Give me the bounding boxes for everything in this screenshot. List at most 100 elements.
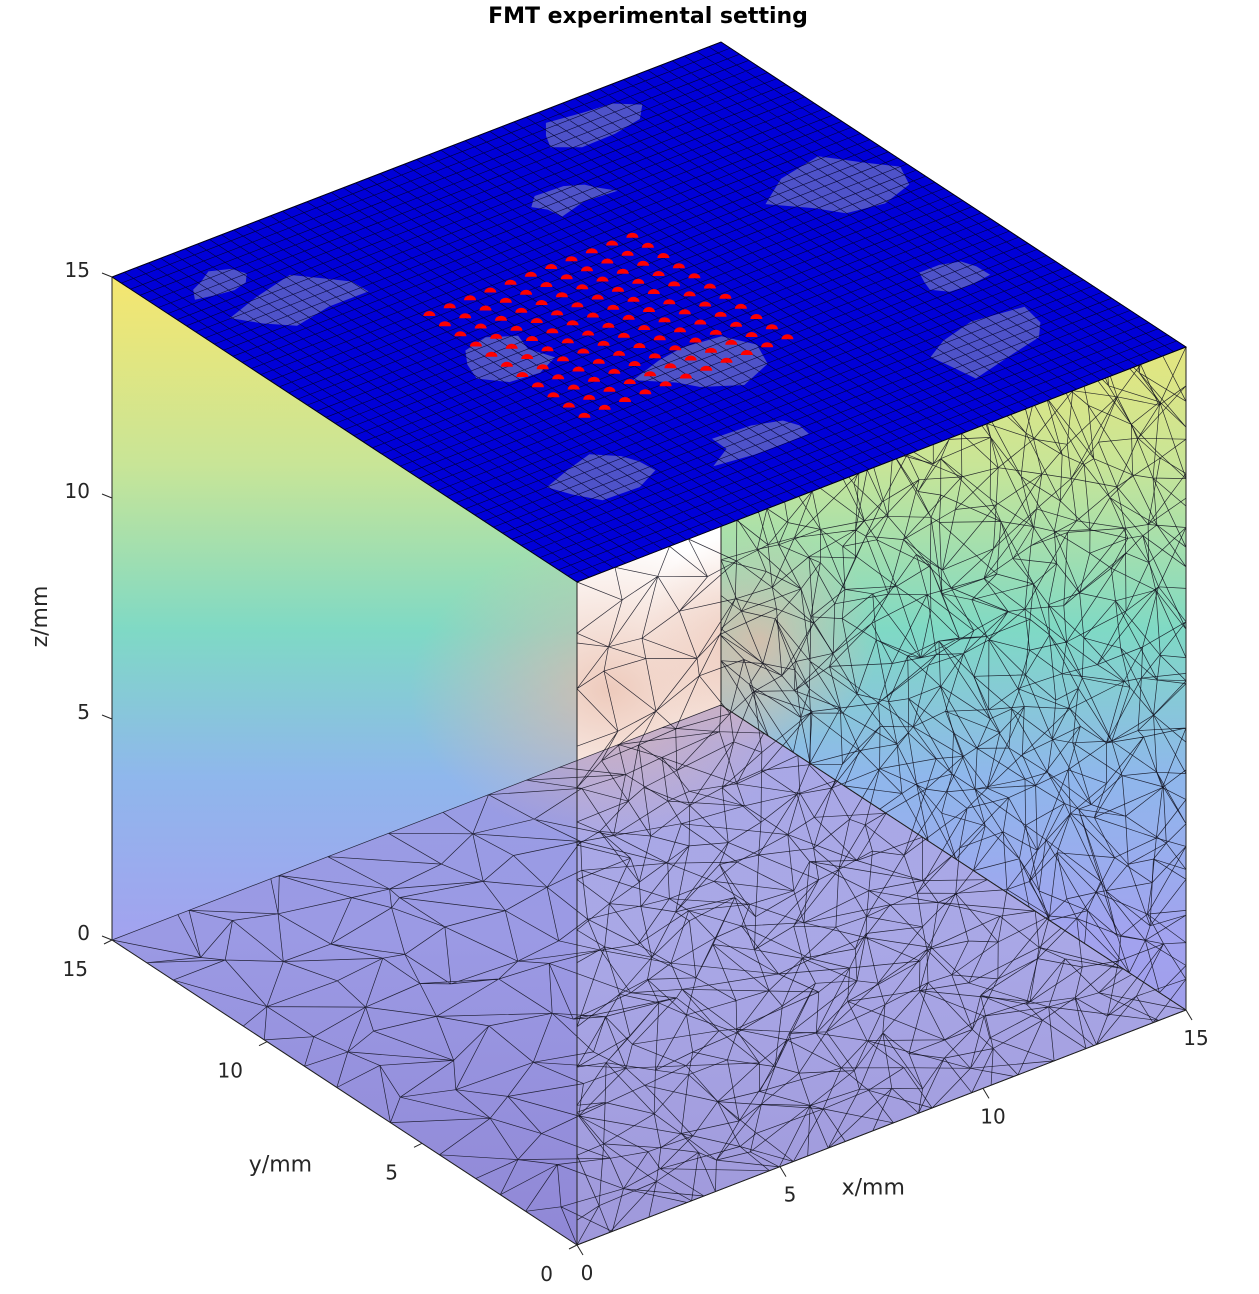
y-tick-label: 5 xyxy=(385,1160,398,1184)
source-point xyxy=(674,327,686,333)
z-tick-label: 5 xyxy=(77,700,90,724)
source-point xyxy=(616,268,629,274)
z-tick xyxy=(101,714,113,720)
source-point xyxy=(663,299,676,305)
x-tick xyxy=(1185,1009,1193,1021)
plot-area xyxy=(110,41,1188,1246)
source-point xyxy=(423,311,436,316)
source-point xyxy=(597,340,610,346)
source-point xyxy=(602,322,615,328)
patch xyxy=(465,335,555,383)
source-point xyxy=(598,404,611,410)
source-point xyxy=(552,374,565,380)
source-points xyxy=(423,232,794,418)
source-point xyxy=(700,365,713,371)
source-point xyxy=(596,276,609,282)
source-point xyxy=(745,332,758,337)
source-point xyxy=(536,364,549,370)
chart-title: FMT experimental setting xyxy=(488,4,808,29)
source-point xyxy=(653,335,666,341)
source-point xyxy=(586,312,599,318)
source-point xyxy=(647,289,660,294)
source-point xyxy=(632,278,645,284)
patch xyxy=(919,261,991,292)
source-point xyxy=(585,248,598,254)
source-point xyxy=(607,304,620,310)
x-tick xyxy=(779,1166,787,1177)
patch xyxy=(531,184,618,217)
source-point xyxy=(608,368,621,374)
source-point xyxy=(561,338,574,344)
source-point xyxy=(612,286,624,292)
source-point xyxy=(637,260,650,266)
source-point xyxy=(714,311,727,317)
y-axis-label: y/mm xyxy=(249,1153,312,1178)
source-point xyxy=(683,291,696,297)
source-point xyxy=(688,273,701,279)
x-tick-label: 5 xyxy=(784,1183,797,1207)
patch xyxy=(229,274,369,326)
source-point xyxy=(547,392,560,398)
source-point xyxy=(591,294,604,300)
source-point xyxy=(626,232,639,238)
source-point xyxy=(684,355,697,361)
source-point xyxy=(551,310,564,316)
x-tick-label: 15 xyxy=(1183,1026,1208,1050)
source-point xyxy=(504,279,517,285)
box-edges xyxy=(111,42,1187,1246)
source-point xyxy=(668,281,681,287)
source-point xyxy=(469,341,482,347)
source-point xyxy=(500,361,513,367)
source-point xyxy=(524,271,537,277)
source-point xyxy=(540,282,553,287)
source-point xyxy=(641,242,654,248)
source-point xyxy=(592,358,605,364)
y-tick-label: 0 xyxy=(540,1262,553,1286)
source-point xyxy=(583,394,596,400)
source-point xyxy=(761,342,774,348)
source-point xyxy=(657,253,670,258)
source-point xyxy=(638,325,651,330)
source-point xyxy=(750,314,763,319)
source-point xyxy=(499,297,512,303)
source-point xyxy=(622,314,635,320)
source-point xyxy=(495,315,507,321)
source-point xyxy=(454,331,467,337)
source-point xyxy=(705,347,717,353)
source-point xyxy=(606,240,619,246)
source-point xyxy=(474,323,487,329)
source-point xyxy=(578,412,591,418)
box-edge xyxy=(576,1009,1187,1246)
source-point xyxy=(627,296,640,302)
source-point xyxy=(678,309,691,315)
source-point xyxy=(459,313,472,319)
source-point xyxy=(582,330,595,336)
source-point xyxy=(621,250,634,256)
box-edge xyxy=(720,704,1187,1011)
source-point xyxy=(734,303,747,309)
source-point xyxy=(438,321,451,327)
source-point xyxy=(643,307,655,312)
source-point xyxy=(557,356,569,362)
source-point xyxy=(443,303,456,309)
source-point xyxy=(464,295,476,301)
source-point xyxy=(719,293,732,299)
source-point xyxy=(672,263,685,269)
source-point xyxy=(516,372,529,377)
source-point xyxy=(526,336,538,341)
x-tick-label: 10 xyxy=(980,1104,1005,1128)
source-point xyxy=(545,264,558,269)
source-point xyxy=(694,319,707,325)
source-point xyxy=(577,348,590,354)
source-point xyxy=(699,301,712,307)
source-point xyxy=(566,320,579,326)
source-point xyxy=(510,325,523,331)
patch xyxy=(765,156,910,214)
x-axis-label: x/mm xyxy=(842,1176,905,1201)
source-point xyxy=(652,271,665,276)
z-tick xyxy=(101,493,113,499)
source-point xyxy=(520,289,533,295)
z-tick xyxy=(101,272,113,278)
source-point xyxy=(515,307,528,313)
